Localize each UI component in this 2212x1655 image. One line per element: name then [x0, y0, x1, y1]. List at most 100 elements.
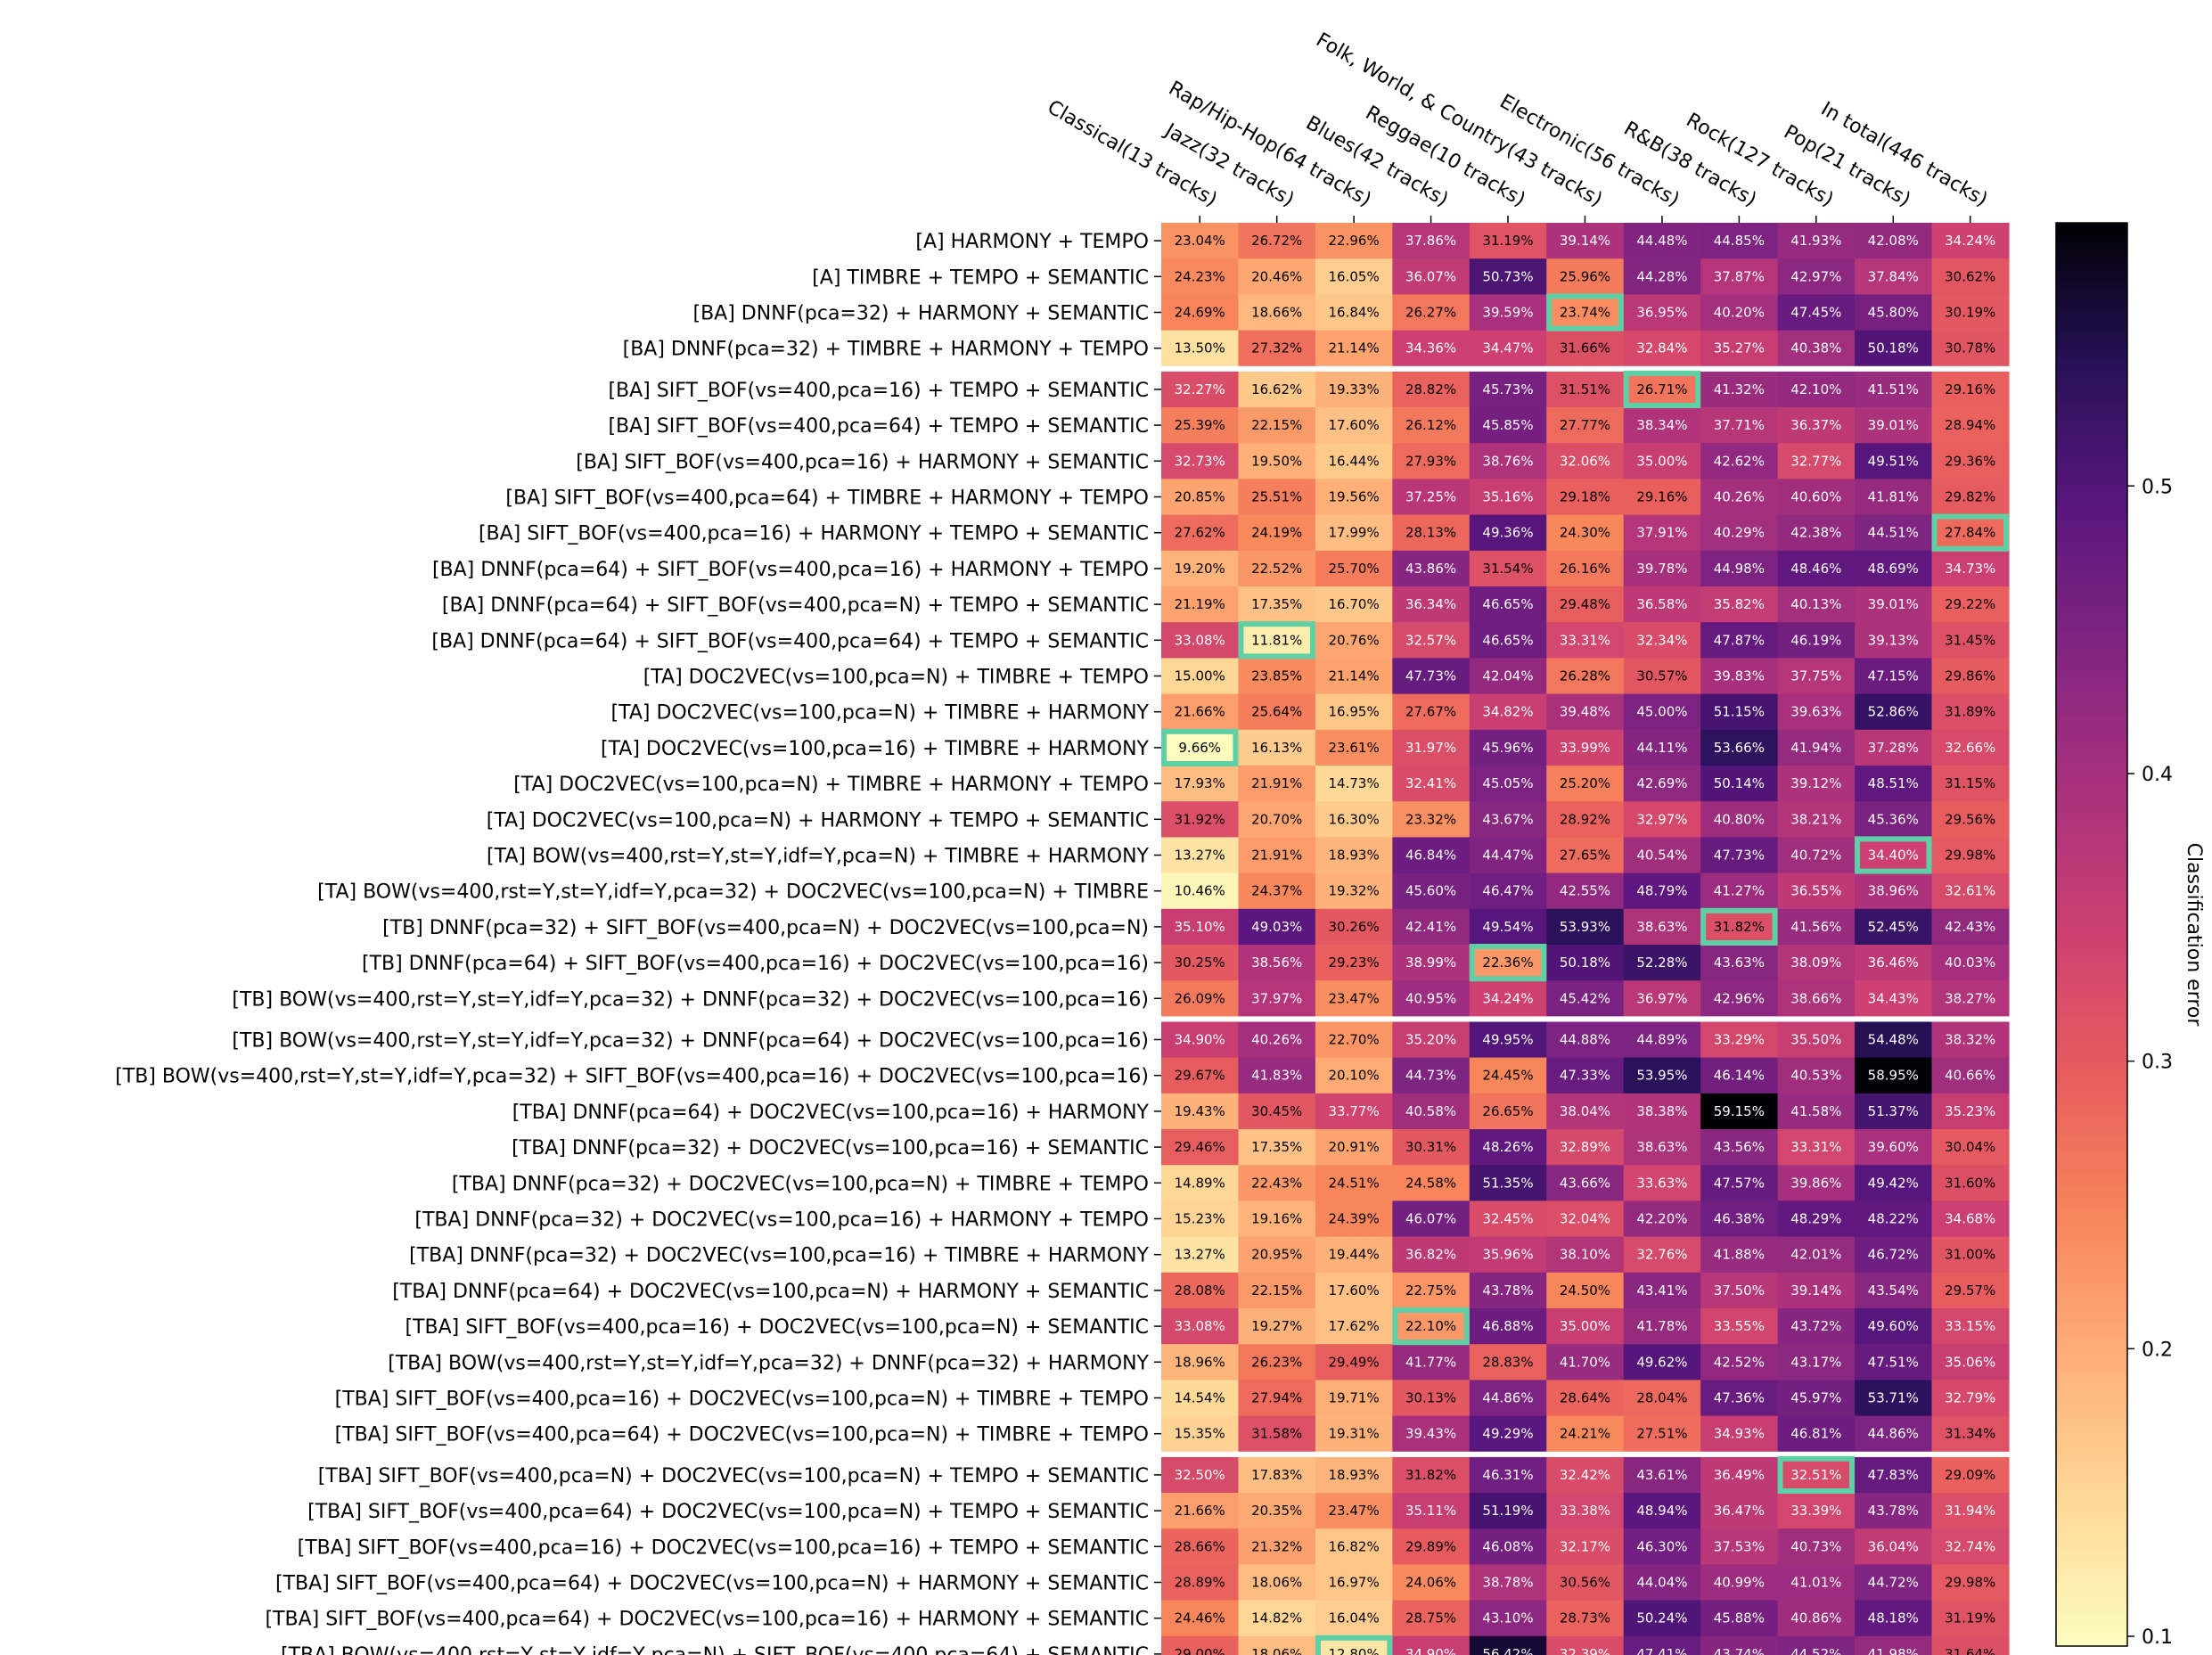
heatmap-cell: [1315, 443, 1393, 479]
cell-value-label: 40.86%: [1790, 1610, 1841, 1626]
cell-value-label: 35.96%: [1482, 1247, 1533, 1263]
cell-value-label: 44.48%: [1636, 233, 1687, 249]
cell-value-label: 43.41%: [1636, 1282, 1687, 1299]
heatmap-cell: [1315, 1380, 1393, 1417]
cell-value-label: 22.96%: [1329, 233, 1380, 249]
cell-value-label: 34.90%: [1175, 1032, 1225, 1048]
row-label: [BA] SIFT_BOF(vs=400,pca=16) + HARMONY +…: [479, 523, 1149, 545]
heatmap-cell: [1777, 1057, 1856, 1094]
heatmap-cell: [1623, 330, 1701, 367]
heatmap-cell: [1931, 294, 2010, 332]
heatmap-cell: [1931, 407, 2010, 444]
heatmap-cell: [1392, 908, 1471, 946]
heatmap-cell: [1546, 1057, 1625, 1094]
row-label: [TA] DOC2VEC(vs=100,pca=16) + TIMBRE + H…: [601, 738, 1150, 760]
cell-value-label: 31.66%: [1560, 340, 1610, 356]
heatmap-cell: [1931, 1165, 2010, 1201]
best-cell-highlights: [1161, 293, 2009, 1655]
heatmap-cell: [1623, 1129, 1701, 1166]
heatmap-cell: [1238, 693, 1316, 731]
heatmap-cell: [1238, 1415, 1316, 1453]
heatmap-cell: [1161, 223, 1240, 259]
heatmap-cell: [1931, 945, 2010, 981]
heatmap-cells: 23.04% 26.72% 22.96% 37.86% 31.19% 39.14% 44.4…: [1161, 223, 2010, 1655]
heatmap-cell: [1469, 1456, 1547, 1494]
heatmap-cell: [1855, 729, 1933, 766]
cell-value-label: 32.34%: [1636, 632, 1687, 648]
heatmap-cell: [1623, 407, 1701, 444]
heatmap-cell: [1777, 479, 1856, 516]
cell-value-label: 27.77%: [1560, 417, 1610, 433]
cell-value-label: 34.24%: [1945, 233, 1995, 249]
heatmap-cell: [1392, 766, 1471, 802]
cell-value-label: 33.15%: [1945, 1318, 1995, 1334]
heatmap-cell: [1469, 1528, 1547, 1565]
heatmap-cell: [1623, 1635, 1701, 1655]
heatmap-cell: [1469, 1635, 1547, 1655]
heatmap-cell: [1855, 371, 1933, 408]
cell-value-label: 41.77%: [1405, 1354, 1456, 1370]
cell-value-label: 36.07%: [1405, 268, 1456, 284]
cell-value-label: 31.97%: [1405, 740, 1456, 756]
heatmap-cell: [1931, 1129, 2010, 1166]
cell-value-label: 48.79%: [1636, 883, 1687, 899]
cell-value-label: 29.46%: [1175, 1139, 1225, 1155]
cell-value-label: 32.06%: [1560, 453, 1610, 469]
heatmap-cell: [1392, 693, 1471, 731]
row-label: [BA] SIFT_BOF(vs=400,pca=16) + TEMPO + S…: [608, 380, 1149, 402]
heatmap-cell: [1623, 622, 1701, 659]
heatmap-cell: [1161, 1528, 1240, 1565]
row-label: [TBA] BOW(vs=400,rst=Y,st=Y,idf=Y,pca=N)…: [281, 1644, 1149, 1655]
cell-value-label: 40.03%: [1945, 954, 1995, 971]
heatmap-cell: [1161, 1493, 1240, 1529]
heatmap-cell: [1469, 443, 1547, 479]
cell-value-label: 41.83%: [1251, 1068, 1302, 1084]
cell-value-label: 33.77%: [1329, 1103, 1380, 1119]
cell-value-label: 32.39%: [1560, 1646, 1610, 1655]
heatmap-cell: [1700, 1380, 1779, 1417]
cell-value-label: 29.98%: [1945, 1575, 1995, 1591]
heatmap-cell: [1777, 1635, 1856, 1655]
cell-value-label: 44.52%: [1790, 1646, 1841, 1655]
cell-value-label: 39.83%: [1714, 668, 1765, 684]
heatmap-cell: [1315, 801, 1393, 838]
cell-value-label: 42.97%: [1790, 268, 1841, 284]
cell-value-label: 40.29%: [1714, 525, 1765, 541]
cell-value-label: 41.94%: [1790, 740, 1841, 756]
cell-value-label: 38.04%: [1560, 1103, 1610, 1119]
heatmap-cell: [1777, 1200, 1856, 1238]
heatmap-cell: [1161, 1600, 1240, 1637]
cell-value-label: 31.94%: [1945, 1503, 1995, 1519]
cell-value-label: 31.60%: [1945, 1175, 1995, 1191]
cell-value-label: 26.28%: [1560, 668, 1610, 684]
cell-value-label: 26.71%: [1636, 381, 1687, 397]
cell-value-label: 19.44%: [1329, 1247, 1380, 1263]
heatmap-cell: [1392, 1600, 1471, 1637]
heatmap-cell: [1700, 873, 1779, 910]
heatmap-cell: [1161, 980, 1240, 1017]
heatmap-cell: [1700, 980, 1779, 1017]
cell-value-label: 32.50%: [1175, 1467, 1225, 1483]
heatmap-cell: [1161, 1129, 1240, 1166]
heatmap-cell: [1700, 223, 1779, 259]
heatmap-cell: [1546, 1456, 1625, 1494]
cell-value-label: 36.97%: [1636, 990, 1687, 1006]
cell-value-label: 24.50%: [1560, 1282, 1610, 1299]
cell-value-label: 43.61%: [1636, 1467, 1687, 1483]
heatmap-cell: [1469, 693, 1547, 731]
cell-value-label: 40.26%: [1714, 489, 1765, 505]
heatmap-cell: [1315, 294, 1393, 332]
heatmap-cell: [1469, 1380, 1547, 1417]
cell-value-label: 42.96%: [1714, 990, 1765, 1006]
row-label: [BA] DNNF(pca=64) + SIFT_BOF(vs=400,pca=…: [432, 559, 1149, 581]
cell-value-label: 21.66%: [1175, 1503, 1225, 1519]
heatmap-cell: [1931, 1528, 2010, 1565]
heatmap-cell: [1161, 1380, 1240, 1417]
cell-value-label: 24.23%: [1175, 268, 1225, 284]
heatmap-cell: [1469, 1415, 1547, 1453]
heatmap-cell: [1392, 1380, 1471, 1417]
heatmap-cell: [1777, 1564, 1856, 1602]
row-label: [TB] BOW(vs=400,rst=Y,st=Y,idf=Y,pca=32)…: [232, 1030, 1149, 1053]
heatmap-cell: [1161, 658, 1240, 695]
heatmap-cell: [1392, 801, 1471, 838]
